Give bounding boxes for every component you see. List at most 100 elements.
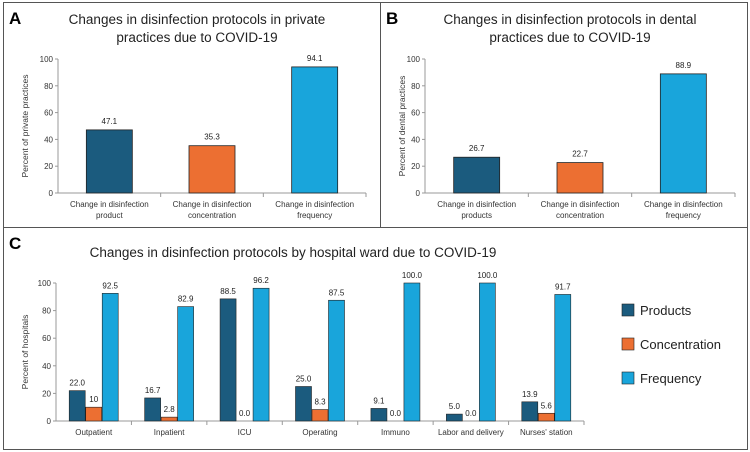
legend-label-concentration: Concentration	[640, 337, 721, 352]
panel-b-ytick-label: 60	[411, 109, 420, 118]
panel-a-ytick-label: 40	[44, 135, 53, 144]
legend-label-products: Products	[640, 303, 692, 318]
panel-a-category-label: Change in disinfection	[173, 200, 252, 209]
panel-c-value-label: 87.5	[329, 288, 345, 297]
panel-b-letter: B	[386, 9, 398, 28]
panel-c-ytick-label: 60	[42, 334, 51, 343]
panel-c-ytick-label: 0	[47, 417, 52, 426]
panel-b-category-label: Change in disinfection	[644, 200, 723, 209]
panel-a-value-label: 94.1	[307, 54, 323, 63]
panel-b-ytick-label: 40	[411, 135, 420, 144]
panel-a-category-label: Change in disinfection	[70, 200, 149, 209]
panel-c-bar-products	[144, 397, 161, 422]
panel-c-value-label: 100.0	[402, 271, 423, 280]
panel-c-title: Changes in disinfection protocols by hos…	[90, 245, 497, 260]
panel-c-value-label: 82.9	[178, 295, 194, 304]
panel-c-ytick-label: 20	[42, 389, 51, 398]
panel-a-value-label: 47.1	[102, 117, 118, 126]
panel-c-ytick-label: 80	[42, 307, 51, 316]
panel-c-value-label: 88.5	[220, 287, 236, 296]
panel-c-value-label: 25.0	[296, 375, 312, 384]
panel-b-bar	[453, 156, 501, 194]
panel-c-bar-frequency	[101, 293, 119, 422]
panel-c-value-label: 9.1	[373, 396, 385, 405]
legend-swatch-concentration	[621, 337, 635, 351]
panel-c-value-label: 8.3	[314, 398, 326, 407]
panel-c-legend: Products Concentration Frequency	[621, 303, 721, 386]
panel-c-bar-frequency	[177, 306, 194, 422]
legend-swatch-frequency	[621, 371, 635, 385]
panel-c-value-label: 100.0	[477, 271, 498, 280]
panel-c-bar-products	[521, 401, 539, 422]
panel-c-ytick-label: 40	[42, 362, 51, 371]
panel-b-ytick-label: 20	[411, 162, 420, 171]
panel-c-category-label: Labor and delivery	[438, 428, 504, 437]
panel-a-title-line2: practices due to COVID-19	[116, 30, 277, 45]
panel-c-bar-frequency	[328, 299, 345, 422]
panel-a-ytick-label: 100	[40, 55, 54, 64]
panel-b-category-label: Change in disinfection	[437, 200, 516, 209]
panel-b-title-line2: practices due to COVID-19	[489, 30, 650, 45]
panel-c-value-label: 10	[89, 395, 98, 404]
panel-c-bar-concentration	[311, 409, 329, 422]
panel-b-ylabel: Percent of dental practices	[397, 76, 407, 177]
panel-b-category-label: products	[461, 211, 492, 220]
panel-b-ytick-label: 100	[407, 55, 421, 64]
panel-c-value-label: 0.0	[465, 409, 477, 418]
panel-c-value-label: 22.0	[69, 379, 85, 388]
panel-a-letter: A	[9, 9, 21, 28]
panel-c-bar-frequency	[252, 287, 270, 422]
panel-c-value-label: 2.8	[164, 405, 176, 414]
panel-b-category-label: Change in disinfection	[541, 200, 620, 209]
panel-c-value-label: 5.0	[449, 402, 461, 411]
panel-c-value-label: 5.6	[541, 401, 553, 410]
panel-c-bar-products	[370, 408, 388, 422]
panel-c-frame	[3, 227, 748, 450]
panel-c-category-label: Immuno	[381, 428, 410, 437]
panel-c-ytick-label: 100	[38, 279, 52, 288]
panel-b-plot: 0 20 40 60 80 100 26.7 Change in disinfection pr…	[407, 55, 736, 220]
panel-a-bar	[85, 129, 133, 194]
panel-b-value-label: 26.7	[469, 144, 485, 153]
panel-b-ytick-label: 0	[416, 189, 421, 198]
panel-a-ytick-label: 60	[44, 109, 53, 118]
panel-c-value-label: 92.5	[102, 281, 118, 290]
panel-c-letter: C	[9, 234, 21, 253]
panel-c-value-label: 0.0	[390, 409, 402, 418]
panel-a-bar	[291, 66, 339, 194]
panel-c-value-label: 13.9	[522, 390, 538, 399]
panel-c-bar-products	[446, 413, 463, 422]
panel-a-ytick-label: 0	[49, 189, 54, 198]
panel-c-bar-frequency	[479, 282, 496, 422]
panel-c-bar-concentration	[85, 406, 103, 422]
panel-a-title-line1: Changes in disinfection protocols in pri…	[69, 12, 326, 27]
legend-label-frequency: Frequency	[640, 371, 702, 386]
panel-c-category-label: Operating	[302, 428, 337, 437]
panel-c-bar-concentration	[160, 416, 178, 422]
panel-c-value-label: 16.7	[145, 386, 161, 395]
panel-b-value-label: 22.7	[572, 150, 588, 159]
panel-c-value-label: 96.2	[253, 276, 269, 285]
panel-a-value-label: 35.3	[204, 133, 220, 142]
panel-a-category-label: product	[96, 211, 123, 220]
panel-b-ytick-label: 80	[411, 82, 420, 91]
panel-a-ytick-label: 80	[44, 82, 53, 91]
panel-c-category-label: Nurses' station	[520, 428, 573, 437]
panel-c-bar-products	[219, 298, 237, 422]
panel-c-bar-frequency	[403, 282, 421, 422]
panel-a-ylabel: Percent of private practices	[20, 75, 30, 178]
panel-a-category-label: Change in disinfection	[275, 200, 354, 209]
panel-c-value-label: 0.0	[239, 409, 251, 418]
panel-a-category-label: frequency	[297, 211, 332, 220]
panel-b-bar	[556, 162, 604, 194]
panel-a-category-label: concentration	[188, 211, 236, 220]
panel-b-category-label: concentration	[556, 211, 604, 220]
panel-c-plot: 0 20 40 60 80 100 Outpatient 22.0 10 92.5 Inpatien…	[38, 271, 585, 437]
panel-c-category-label: Outpatient	[75, 428, 113, 437]
panel-b-bar	[659, 73, 707, 194]
panel-c-value-label: 91.7	[555, 282, 571, 291]
panel-c-bar-concentration	[537, 412, 555, 422]
panel-a-plot: 0 20 40 60 80 100 47.1 Change in disinfection pr…	[40, 54, 367, 220]
panel-c-bar-frequency	[554, 294, 572, 422]
panel-c-category-label: ICU	[238, 428, 252, 437]
